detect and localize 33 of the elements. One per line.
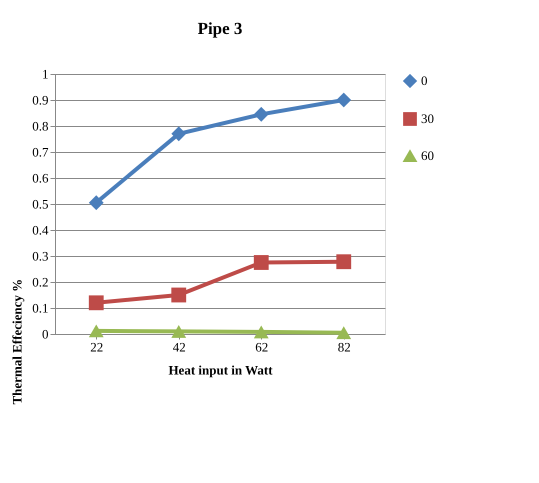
point bbox=[88, 195, 104, 210]
legend-label: 0 bbox=[421, 73, 428, 88]
y-axis-title: Thermal Effeciency % bbox=[9, 278, 24, 404]
x-tick-label: 82 bbox=[338, 340, 351, 354]
y-tick-label: 0.1 bbox=[32, 300, 48, 316]
y-tick-label: 0.4 bbox=[32, 222, 49, 238]
point bbox=[171, 324, 186, 338]
point bbox=[88, 324, 104, 338]
y-tick-label: 0.5 bbox=[32, 196, 48, 212]
y-tick-label: 0.7 bbox=[32, 144, 49, 160]
y-tick-label: 0.6 bbox=[32, 170, 49, 186]
x-tick-label: 42 bbox=[172, 340, 186, 354]
y-tick-label: 0.8 bbox=[32, 118, 48, 134]
point bbox=[171, 126, 186, 142]
point bbox=[254, 255, 269, 270]
y-tick-label: 0 bbox=[42, 326, 48, 342]
point bbox=[336, 92, 352, 108]
legend-label: 30 bbox=[421, 111, 434, 126]
x-tick-label: 22 bbox=[90, 340, 104, 354]
y-tick-label: 0.2 bbox=[32, 274, 48, 290]
legend-label: 60 bbox=[421, 148, 434, 163]
y-tick-label: 0.3 bbox=[32, 248, 48, 264]
point bbox=[171, 288, 186, 302]
x-axis-title: Heat input in Watt bbox=[168, 362, 274, 378]
chart-title: Pipe 3 bbox=[198, 19, 242, 38]
point bbox=[336, 326, 352, 340]
y-tick-label: 0.9 bbox=[32, 92, 48, 108]
point bbox=[88, 295, 104, 310]
y-tick-label: 1 bbox=[42, 66, 48, 82]
point bbox=[254, 325, 269, 338]
point bbox=[254, 106, 269, 122]
point bbox=[336, 254, 352, 270]
x-tick-label: 62 bbox=[255, 340, 268, 354]
